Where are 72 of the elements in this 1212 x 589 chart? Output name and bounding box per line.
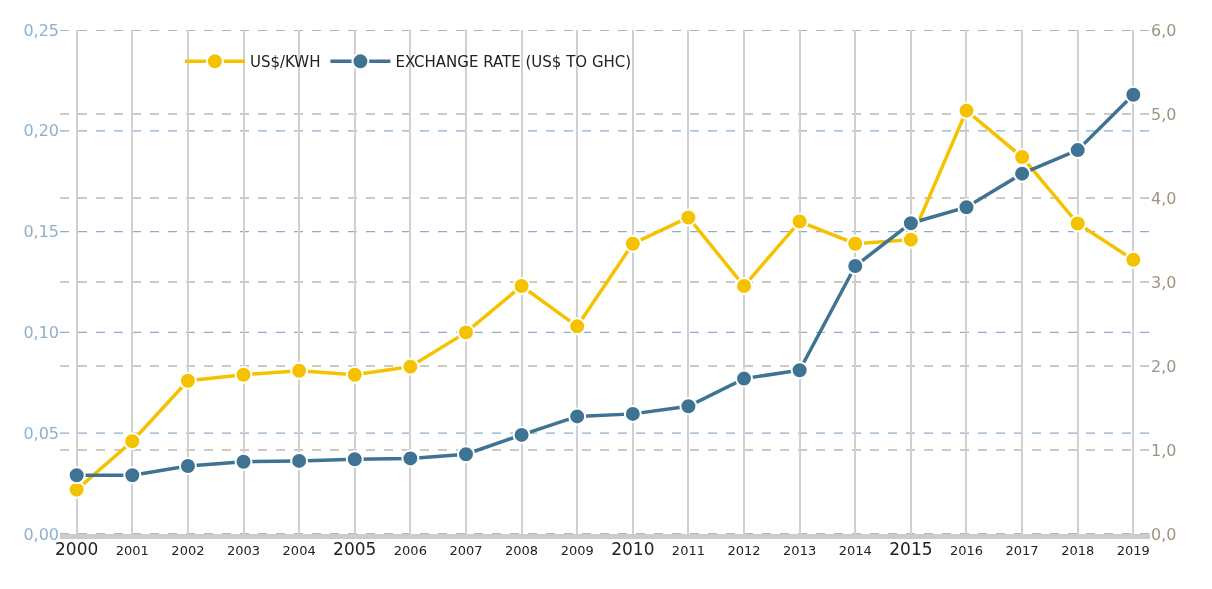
x-tick-label: 2005 xyxy=(333,538,377,559)
point xyxy=(456,445,475,464)
point xyxy=(178,371,197,390)
y2-tick-label: 1,0 xyxy=(1151,440,1177,460)
x-tick-label: 2012 xyxy=(727,542,761,558)
x-tick-label: 2008 xyxy=(505,542,539,558)
x-tick-label: 2010 xyxy=(611,538,655,559)
x-tick-label: 2007 xyxy=(449,542,483,558)
point xyxy=(623,234,642,253)
point xyxy=(735,277,754,296)
point xyxy=(1068,141,1087,160)
y2-tick-label: 2,0 xyxy=(1151,356,1177,376)
point xyxy=(67,466,86,485)
point xyxy=(957,101,976,120)
y2-tick-label: 3,0 xyxy=(1151,272,1177,292)
y2-tick-label: 0,0 xyxy=(1151,524,1177,544)
point xyxy=(345,365,364,384)
point xyxy=(290,361,309,380)
y-tick-label: 0,25 xyxy=(23,20,59,40)
x-tick-label: 2014 xyxy=(838,542,872,558)
point xyxy=(290,451,309,470)
point xyxy=(790,361,809,380)
point xyxy=(568,317,587,336)
point xyxy=(901,214,920,233)
point xyxy=(1124,250,1143,269)
y2-tick-label: 4,0 xyxy=(1151,188,1177,208)
x-tick-label: 2009 xyxy=(560,542,594,558)
point xyxy=(1124,85,1143,104)
point xyxy=(623,404,642,423)
point xyxy=(846,234,865,253)
x-tick-label: 2003 xyxy=(226,542,261,558)
point xyxy=(512,425,531,444)
legend-label: US$/KWH xyxy=(249,53,321,72)
x-tick-label: 2001 xyxy=(115,542,149,558)
point xyxy=(790,212,809,231)
x-tick-label: 2015 xyxy=(889,538,933,559)
point xyxy=(123,466,142,485)
x-tick-label: 2017 xyxy=(1005,542,1039,558)
y-tick-label: 0,05 xyxy=(23,423,59,443)
y-tick-label: 0,10 xyxy=(23,323,59,342)
point xyxy=(345,450,364,469)
point xyxy=(123,432,142,451)
point xyxy=(679,397,698,416)
x-tick-label: 2006 xyxy=(393,542,427,558)
y2-tick-label: 6,0 xyxy=(1151,20,1177,40)
x-tick-label: 2004 xyxy=(282,542,316,558)
point xyxy=(234,452,253,471)
y2-tick-label: 5,0 xyxy=(1151,104,1177,124)
point xyxy=(512,277,531,296)
x-tick-label: 2016 xyxy=(949,542,984,558)
y-tick-label: 0,20 xyxy=(23,121,59,141)
point xyxy=(1068,214,1087,233)
x-tick-label: 2019 xyxy=(1116,542,1150,558)
point xyxy=(568,407,587,426)
point xyxy=(234,365,253,384)
point xyxy=(1013,164,1032,183)
point xyxy=(456,323,475,342)
x-tick-label: 2011 xyxy=(671,542,705,558)
point xyxy=(735,369,754,388)
x-tick-label: 2018 xyxy=(1061,542,1095,558)
y-tick-label: 0,15 xyxy=(23,222,59,242)
point xyxy=(401,357,420,376)
x-tick-label: 2013 xyxy=(783,542,817,558)
point xyxy=(679,208,698,227)
point xyxy=(178,456,197,475)
point xyxy=(901,230,920,249)
x-tick-label: 2002 xyxy=(171,542,205,558)
point xyxy=(846,257,865,276)
legend-label: EXCHANGE RATE (US$ TO GHC) xyxy=(395,53,632,72)
point xyxy=(957,198,976,217)
point xyxy=(401,449,420,468)
y-tick-label: 0,00 xyxy=(23,524,59,544)
